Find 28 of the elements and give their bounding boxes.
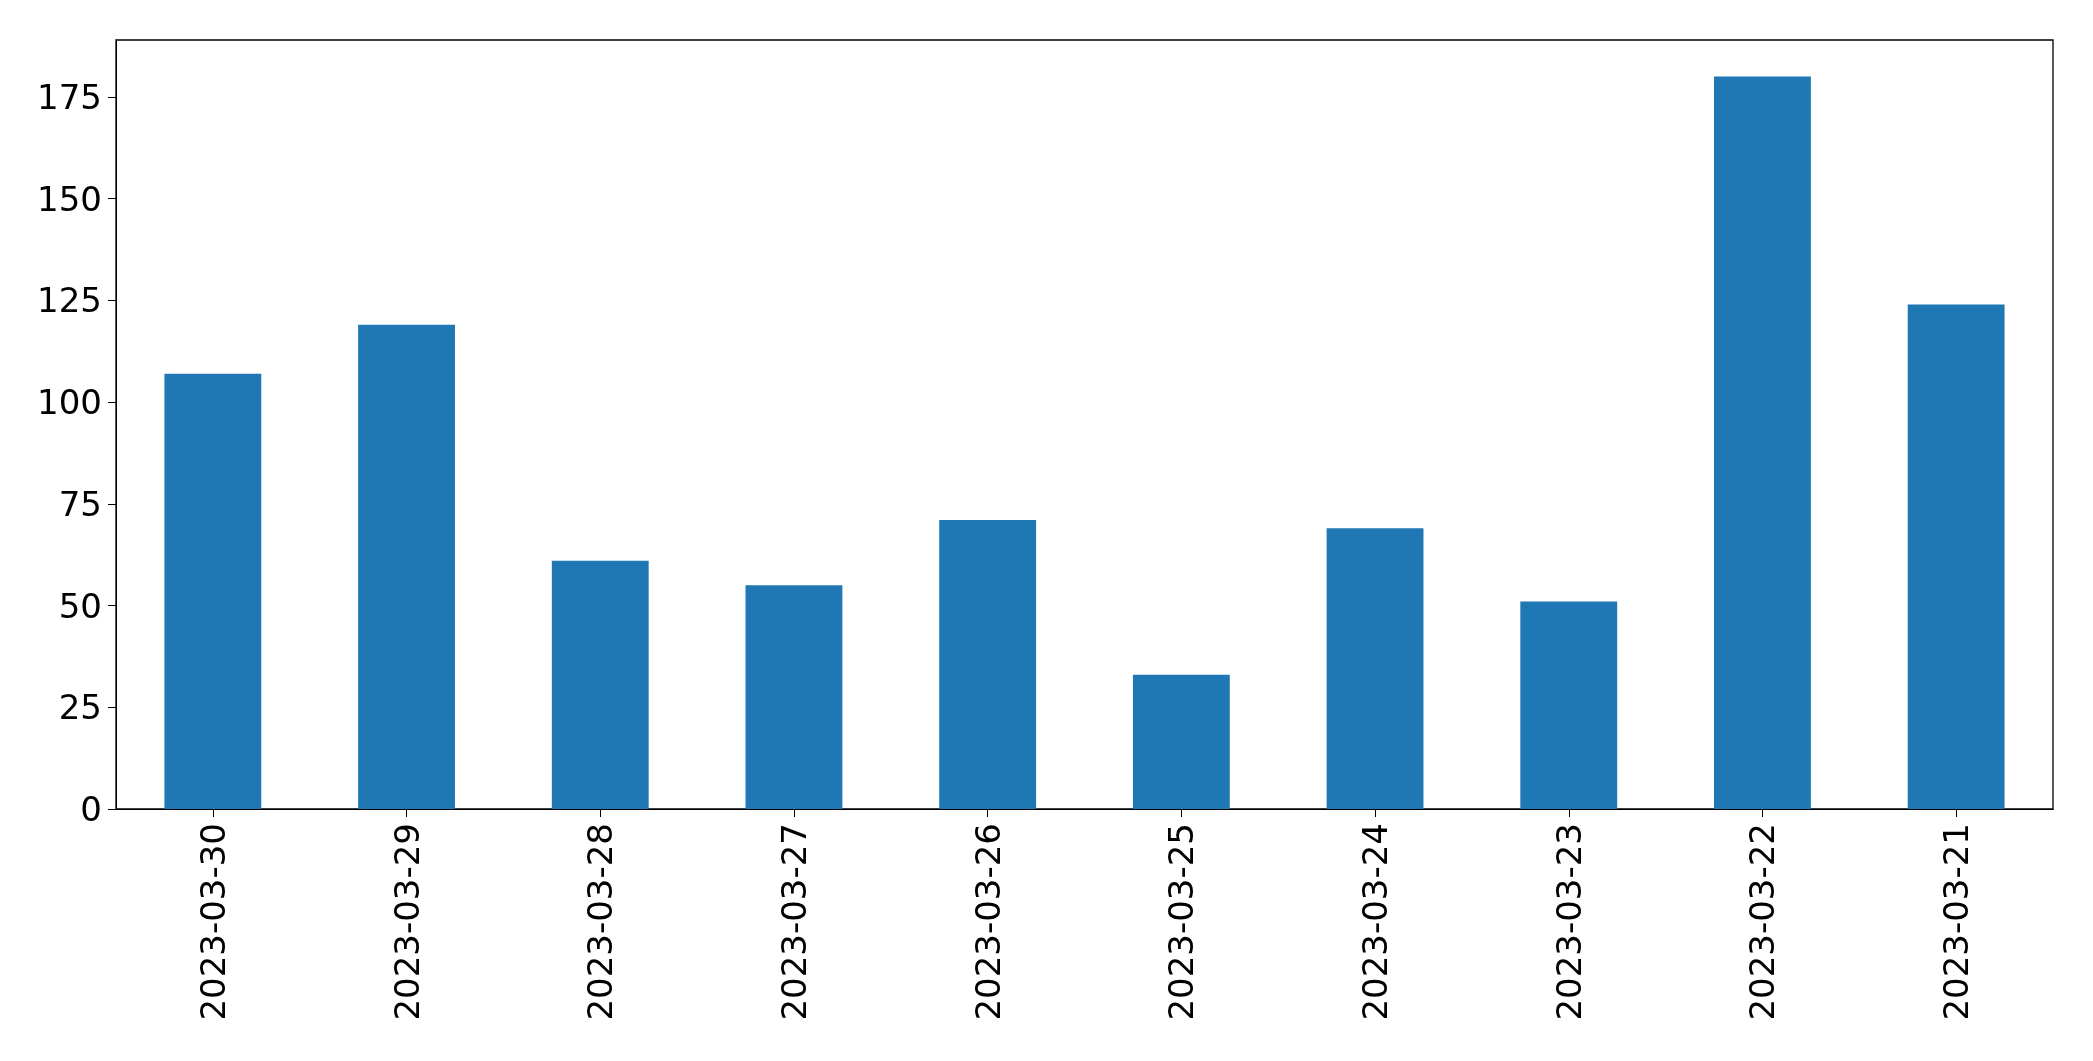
x-tick-label: 2023-03-25 bbox=[1161, 823, 1202, 1021]
y-tick-label: 75 bbox=[58, 483, 102, 524]
bar bbox=[551, 560, 649, 809]
x-tick-label: 2023-03-23 bbox=[1548, 823, 1589, 1021]
x-tick-label: 2023-03-26 bbox=[967, 823, 1008, 1021]
bar bbox=[1326, 528, 1424, 809]
x-tick-label: 2023-03-22 bbox=[1742, 823, 1783, 1021]
bar bbox=[1714, 76, 1811, 809]
x-tick-label: 2023-03-24 bbox=[1355, 823, 1396, 1021]
x-tick-label: 2023-03-30 bbox=[192, 823, 233, 1021]
y-tick-label: 0 bbox=[80, 789, 102, 829]
x-tick-label: 2023-03-28 bbox=[580, 823, 621, 1021]
y-tick-label: 175 bbox=[37, 76, 102, 117]
bar bbox=[358, 324, 455, 809]
x-tick-label: 2023-03-21 bbox=[1936, 823, 1977, 1021]
y-tick-label: 100 bbox=[37, 382, 102, 423]
bar bbox=[745, 585, 843, 809]
bar bbox=[1907, 304, 2005, 809]
bar bbox=[939, 520, 1037, 809]
bar bbox=[164, 373, 262, 809]
x-tick-label: 2023-03-29 bbox=[386, 823, 427, 1021]
y-tick-label: 125 bbox=[37, 280, 102, 321]
y-tick-label: 50 bbox=[58, 585, 102, 626]
y-tick-label: 150 bbox=[37, 178, 102, 219]
x-tick-label: 2023-03-27 bbox=[773, 823, 814, 1021]
bar bbox=[1520, 601, 1618, 809]
bar bbox=[1132, 674, 1230, 809]
y-tick-label: 25 bbox=[58, 687, 102, 728]
